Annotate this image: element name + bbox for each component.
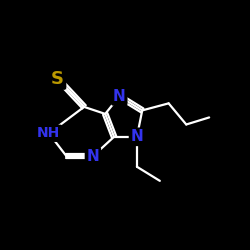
Text: N: N	[86, 149, 99, 164]
Text: NH: NH	[37, 126, 60, 140]
Text: S: S	[51, 70, 64, 88]
Text: N: N	[113, 89, 126, 104]
Text: N: N	[130, 129, 143, 144]
